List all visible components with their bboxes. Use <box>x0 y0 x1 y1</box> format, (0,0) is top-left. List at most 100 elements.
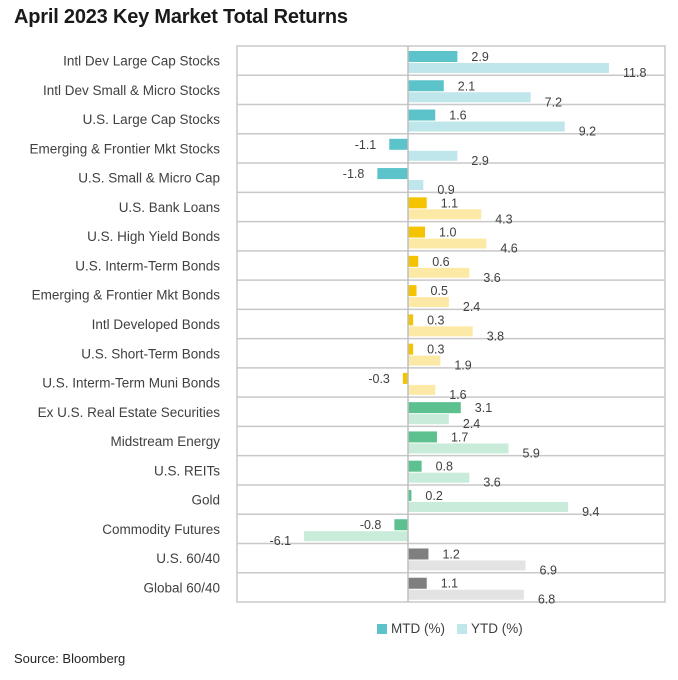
bar-mtd <box>408 80 444 92</box>
category-label: Midstream Energy <box>110 434 220 449</box>
data-label-mtd: 1.0 <box>439 226 456 240</box>
bar-ytd <box>408 63 609 73</box>
data-label-ytd: 3.8 <box>487 329 504 343</box>
category-label: U.S. REITs <box>154 463 220 478</box>
bar-mtd <box>408 255 419 267</box>
data-label-ytd: 1.9 <box>454 359 471 373</box>
data-label-ytd: 3.6 <box>483 476 500 490</box>
data-label-ytd: 0.9 <box>437 183 454 197</box>
category-label: Emerging & Frontier Mkt Bonds <box>32 288 221 303</box>
data-label-ytd: 6.9 <box>540 563 557 577</box>
bar-mtd <box>408 489 412 501</box>
bar-ytd <box>408 297 449 308</box>
category-label: Intl Developed Bonds <box>92 317 221 332</box>
bar-mtd <box>408 226 426 238</box>
category-label: U.S. Interm-Term Muni Bonds <box>42 376 220 391</box>
data-label-mtd: 1.1 <box>441 577 458 591</box>
bar-mtd <box>408 285 417 297</box>
data-label-ytd: 9.4 <box>582 505 599 519</box>
data-label-ytd: 9.2 <box>579 125 596 139</box>
category-label: Gold <box>191 493 220 508</box>
data-label-mtd: 1.6 <box>449 109 466 123</box>
data-label-mtd: 3.1 <box>475 401 492 415</box>
bar-ytd <box>408 443 509 454</box>
data-label-ytd: 1.6 <box>449 388 466 402</box>
data-label-mtd: 0.2 <box>425 489 442 503</box>
data-label-mtd: 2.1 <box>458 79 475 93</box>
data-label-mtd: 0.5 <box>431 284 448 298</box>
data-label-ytd: 5.9 <box>523 446 540 460</box>
legend-swatch-ytd <box>457 623 467 634</box>
data-label-ytd: 6.8 <box>538 593 555 607</box>
data-label-ytd: 3.6 <box>483 271 500 285</box>
data-label-mtd: 1.2 <box>442 547 459 561</box>
data-label-ytd: 4.6 <box>500 242 517 256</box>
bar-ytd <box>408 384 436 395</box>
bar-ytd <box>408 472 470 483</box>
data-label-mtd: 0.8 <box>436 460 453 474</box>
category-label: U.S. Short-Term Bonds <box>81 346 220 361</box>
data-label-mtd: 0.6 <box>432 255 449 269</box>
bar-ytd <box>408 589 524 600</box>
bar-ytd <box>408 92 531 103</box>
bar-ytd <box>408 355 441 366</box>
data-label-mtd: -0.8 <box>360 518 382 532</box>
category-label: U.S. Bank Loans <box>119 200 221 215</box>
category-label: Ex U.S. Real Estate Securities <box>38 405 221 420</box>
bar-mtd <box>408 314 414 326</box>
legend-item-ytd: YTD (%) <box>457 621 523 636</box>
category-label: Intl Dev Small & Micro Stocks <box>43 83 220 98</box>
source-note: Source: Bloomberg <box>14 651 126 666</box>
category-label: Global 60/40 <box>143 580 220 595</box>
data-label-ytd: 4.3 <box>495 212 512 226</box>
chart-title: April 2023 Key Market Total Returns <box>14 6 348 28</box>
data-label-mtd: 1.7 <box>451 430 468 444</box>
legend-label-mtd: MTD (%) <box>391 621 445 636</box>
data-label-ytd: 7.2 <box>545 95 562 109</box>
data-label-mtd: 0.3 <box>427 343 444 357</box>
bar-ytd <box>408 238 487 249</box>
data-label-ytd: -6.1 <box>270 534 292 548</box>
legend-item-mtd: MTD (%) <box>377 621 445 636</box>
legend: MTD (%) YTD (%) <box>377 621 535 636</box>
bar-mtd <box>408 51 458 62</box>
category-label: Intl Dev Large Cap Stocks <box>63 54 220 69</box>
bar-mtd <box>377 168 408 180</box>
bar-mtd <box>408 431 437 443</box>
bar-mtd <box>408 109 436 121</box>
bar-mtd <box>408 402 461 414</box>
category-label: U.S. Interm-Term Bonds <box>75 258 220 273</box>
bar-ytd <box>408 560 526 571</box>
category-label: Commodity Futures <box>102 522 220 537</box>
bar-ytd <box>408 121 565 132</box>
bar-ytd <box>408 501 569 512</box>
category-label: U.S. Large Cap Stocks <box>83 112 221 127</box>
data-label-ytd: 2.4 <box>463 300 480 314</box>
data-label-ytd: 2.4 <box>463 417 480 431</box>
data-label-ytd: 2.9 <box>471 154 488 168</box>
bar-ytd <box>408 180 424 191</box>
bar-ytd <box>408 326 473 337</box>
legend-label-ytd: YTD (%) <box>471 621 523 636</box>
data-label-ytd: 11.8 <box>623 66 646 80</box>
bar-mtd <box>408 577 427 589</box>
bar-mtd <box>408 548 429 560</box>
category-label: U.S. High Yield Bonds <box>87 229 220 244</box>
data-label-mtd: 0.3 <box>427 313 444 327</box>
category-label: U.S. 60/40 <box>156 551 220 566</box>
category-label: U.S. Small & Micro Cap <box>78 171 220 186</box>
data-label-mtd: -1.8 <box>343 167 365 181</box>
bar-ytd <box>408 414 449 425</box>
data-label-mtd: -1.1 <box>355 138 377 152</box>
bar-mtd <box>408 197 427 209</box>
bar-mtd <box>389 138 408 150</box>
bar-mtd <box>402 372 408 384</box>
data-label-mtd: 2.9 <box>471 50 488 64</box>
bar-ytd <box>408 209 482 220</box>
data-label-mtd: 1.1 <box>441 196 458 210</box>
bar-mtd <box>394 519 408 531</box>
bar-mtd <box>408 460 422 472</box>
bar-mtd <box>408 343 414 355</box>
legend-swatch-mtd <box>377 623 387 634</box>
